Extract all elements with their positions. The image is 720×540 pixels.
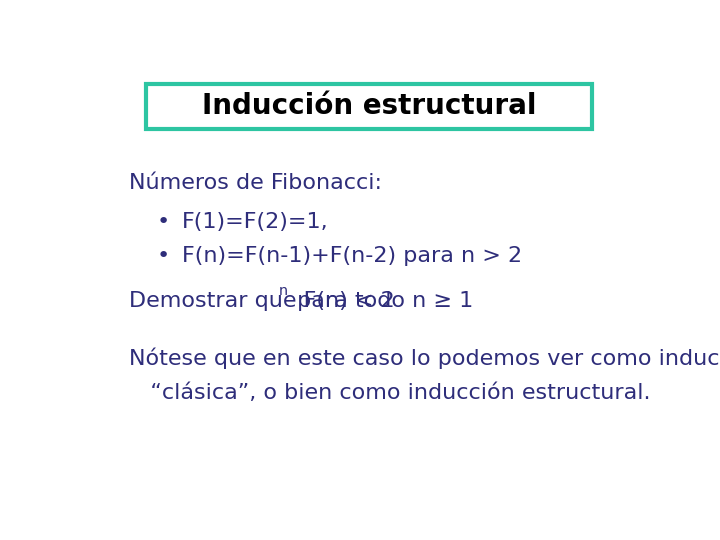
Text: Inducción estructural: Inducción estructural <box>202 92 536 120</box>
Text: “clásica”, o bien como inducción estructural.: “clásica”, o bien como inducción estruct… <box>129 383 651 403</box>
Text: para todo n ≥ 1: para todo n ≥ 1 <box>290 292 474 312</box>
Text: Nótese que en este caso lo podemos ver como inducción: Nótese que en este caso lo podemos ver c… <box>129 348 720 369</box>
Text: n: n <box>279 284 288 298</box>
FancyBboxPatch shape <box>145 84 593 129</box>
Text: F(1)=F(2)=1,: F(1)=F(2)=1, <box>182 212 329 232</box>
Text: Demostrar que F(n) < 2: Demostrar que F(n) < 2 <box>129 292 395 312</box>
Text: •: • <box>157 246 170 266</box>
Text: •: • <box>157 212 170 232</box>
Text: Números de Fibonacci:: Números de Fibonacci: <box>129 173 382 193</box>
Text: F(n)=F(n-1)+F(n-2) para n > 2: F(n)=F(n-1)+F(n-2) para n > 2 <box>182 246 522 266</box>
